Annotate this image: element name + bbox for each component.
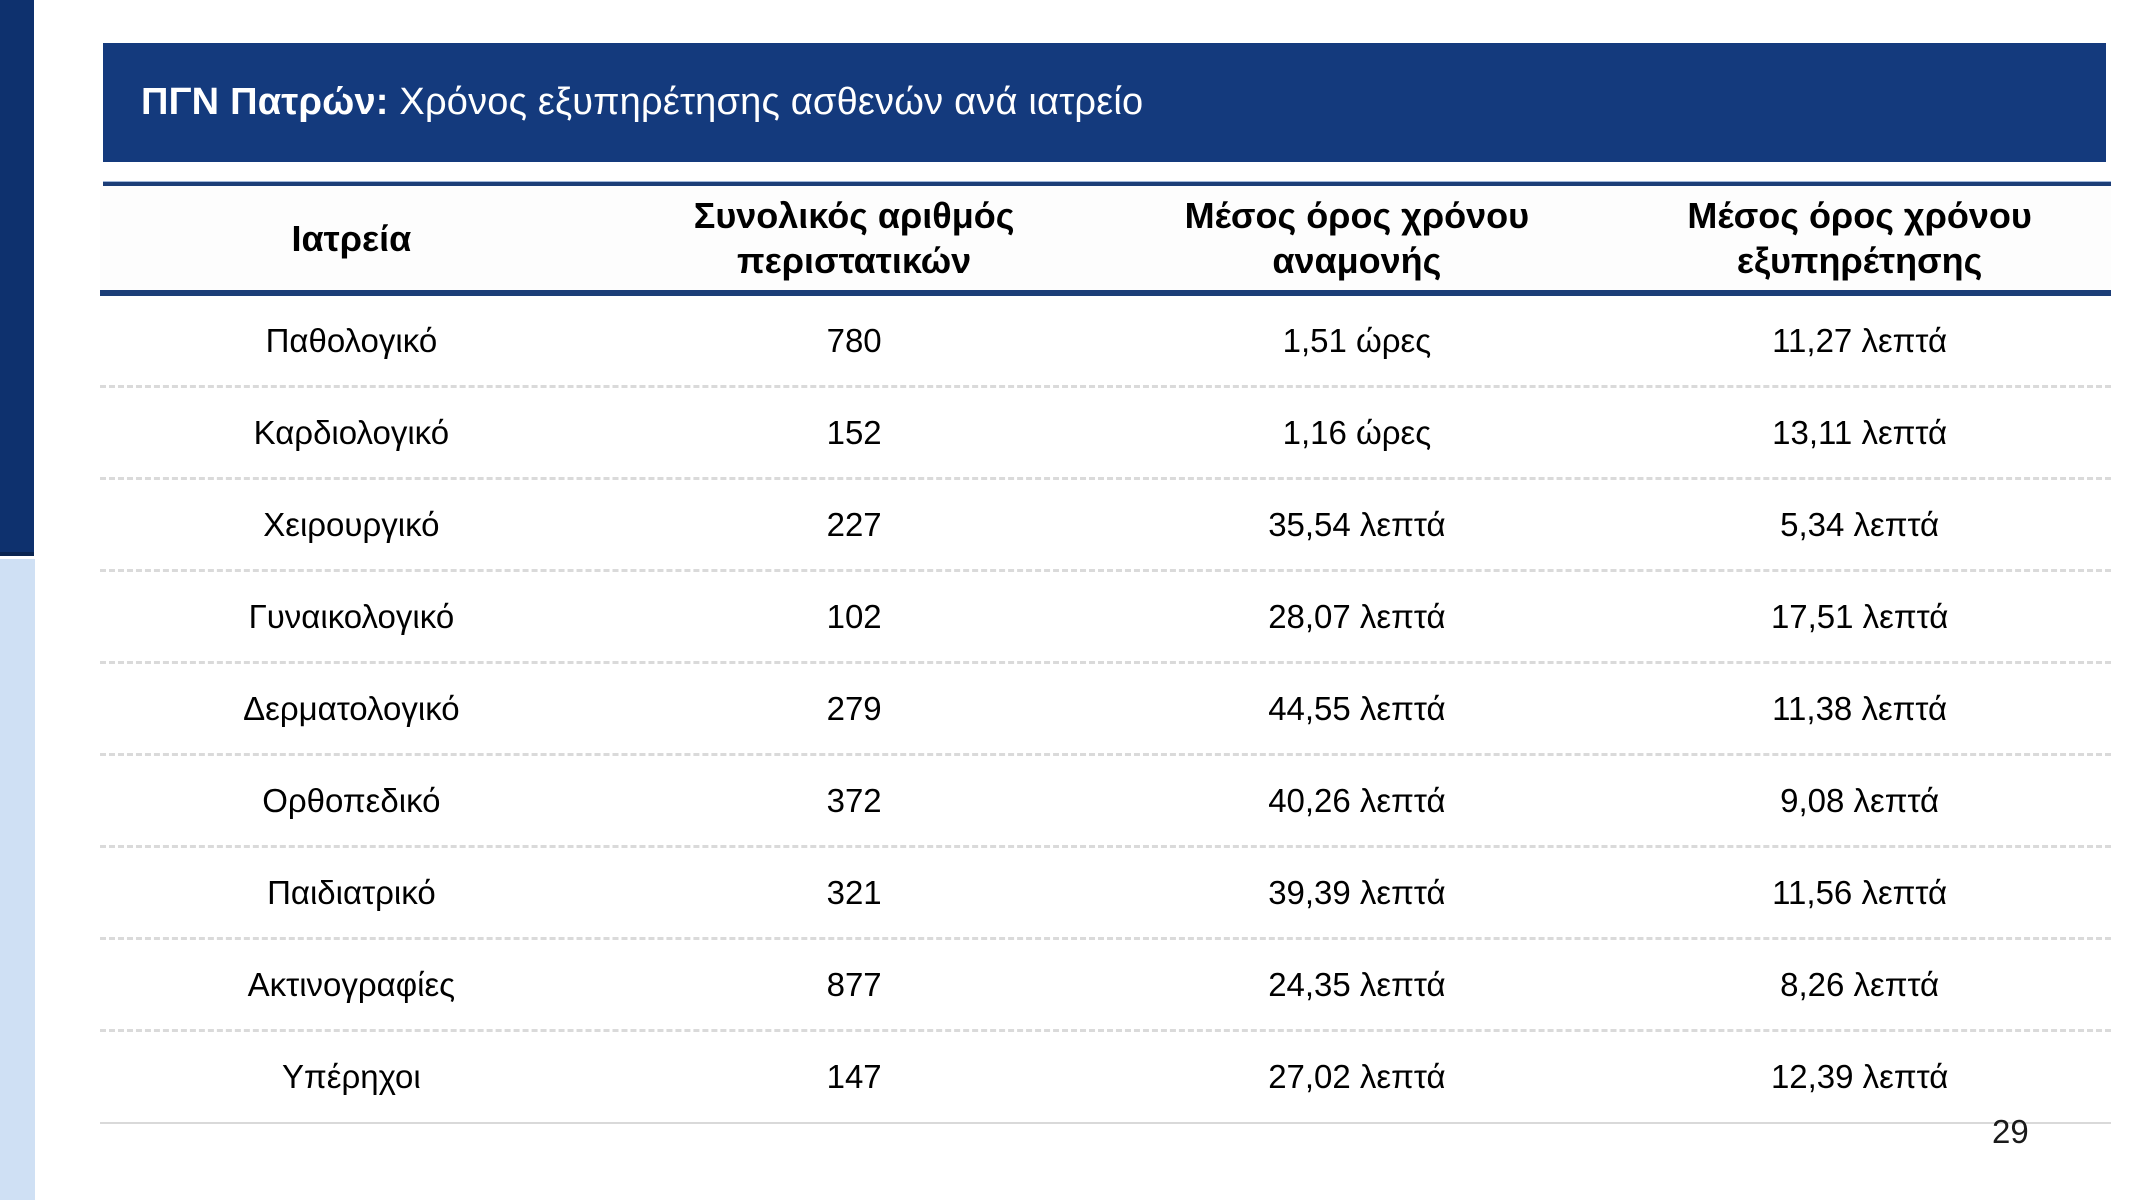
table-row: Χειρουργικό 227 35,54 λεπτά 5,34 λεπτά [100,480,2111,572]
cell-cases: 147 [826,1058,882,1095]
table-row: Παιδιατρικό 321 39,39 λεπτά 11,56 λεπτά [100,848,2111,940]
cell-wait: 1,16 ώρες [1282,413,1432,451]
table-row: Ορθοπεδικό 372 40,26 λεπτά 9,08 λεπτά [100,756,2111,848]
cell-service: 11,38 λεπτά [1772,689,1948,727]
column-header-service: Μέσος όρος χρόνου εξυπηρέτησης [1687,195,2032,281]
cell-service: 13,11 λεπτά [1772,413,1948,451]
cell-cases: 877 [826,965,882,1003]
cell-cases: 279 [826,689,882,727]
cell-service: 12,39 λεπτά [1770,1058,1949,1095]
table-row: Παθολογικό 780 1,51 ώρες 11,27 λεπτά [100,296,2111,388]
page-number: 29 [1992,1113,2029,1150]
cell-wait: 24,35 λεπτά [1268,965,1446,1003]
table-row: Δερματολογικό 279 44,55 λεπτά 11,38 λεπτ… [100,664,2111,756]
cell-clinic: Γυναικολογικό [248,597,455,635]
cell-service: 11,27 λεπτά [1772,321,1948,359]
page-title: ΠΓΝ Πατρών: Χρόνος εξυπηρέτησης ασθενών … [141,81,1143,124]
cell-cases: 227 [826,505,882,543]
cell-wait: 44,55 λεπτά [1268,689,1446,727]
title-prefix: ΠΓΝ Πατρών: [141,81,389,123]
table-header-row: Ιατρεία Συνολικός αριθμός περιστατικών Μ… [100,186,2111,296]
clinics-service-time-table: Ιατρεία Συνολικός αριθμός περιστατικών Μ… [100,186,2111,1124]
cell-service: 8,26 λεπτά [1780,965,1940,1003]
cell-cases: 152 [826,413,882,451]
cell-service: 11,56 λεπτά [1772,873,1948,911]
cell-service: 17,51 λεπτά [1770,597,1949,635]
cell-clinic: Χειρουργικό [263,505,440,543]
cell-clinic: Υπέρηχοι [282,1058,421,1095]
cell-wait: 28,07 λεπτά [1268,597,1446,635]
cell-wait: 27,02 λεπτά [1268,1058,1446,1095]
cell-clinic: Δερματολογικό [243,689,460,727]
cell-service: 5,34 λεπτά [1780,505,1940,543]
cell-clinic: Ορθοπεδικό [262,781,441,819]
table-row: Καρδιολογικό 152 1,16 ώρες 13,11 λεπτά [100,388,2111,480]
left-accent-bar-navy [0,0,34,556]
left-accent-bar-lightblue [0,559,35,1200]
column-header-wait: Μέσος όρος χρόνου αναμονής [1184,195,1530,281]
table-row: Γυναικολογικό 102 28,07 λεπτά 17,51 λεπτ… [100,572,2111,664]
cell-cases: 102 [826,597,882,635]
table-row: Ακτινογραφίες 877 24,35 λεπτά 8,26 λεπτά [100,940,2111,1032]
cell-clinic: Παιδιατρικό [267,873,436,911]
cell-wait: 35,54 λεπτά [1268,505,1446,543]
table-row: Υπέρηχοι 147 27,02 λεπτά 12,39 λεπτά [100,1032,2111,1124]
title-banner: ΠΓΝ Πατρών: Χρόνος εξυπηρέτησης ασθενών … [103,43,2106,162]
title-text: Χρόνος εξυπηρέτησης ασθενών ανά ιατρείο [388,81,1144,123]
cell-clinic: Καρδιολογικό [253,413,450,451]
cell-clinic: Ακτινογραφίες [247,965,456,1003]
cell-wait: 40,26 λεπτά [1268,781,1446,819]
cell-clinic: Παθολογικό [265,321,438,359]
cell-wait: 1,51 ώρες [1282,321,1432,359]
cell-wait: 39,39 λεπτά [1268,873,1446,911]
cell-cases: 321 [826,873,882,911]
cell-service: 9,08 λεπτά [1780,781,1940,819]
column-header-clinic: Ιατρεία [291,217,412,259]
cell-cases: 372 [826,781,882,819]
column-header-cases: Συνολικός αριθμός περιστατικών [693,195,1015,281]
title-underline-rule [103,181,2111,187]
cell-cases: 780 [826,321,882,359]
